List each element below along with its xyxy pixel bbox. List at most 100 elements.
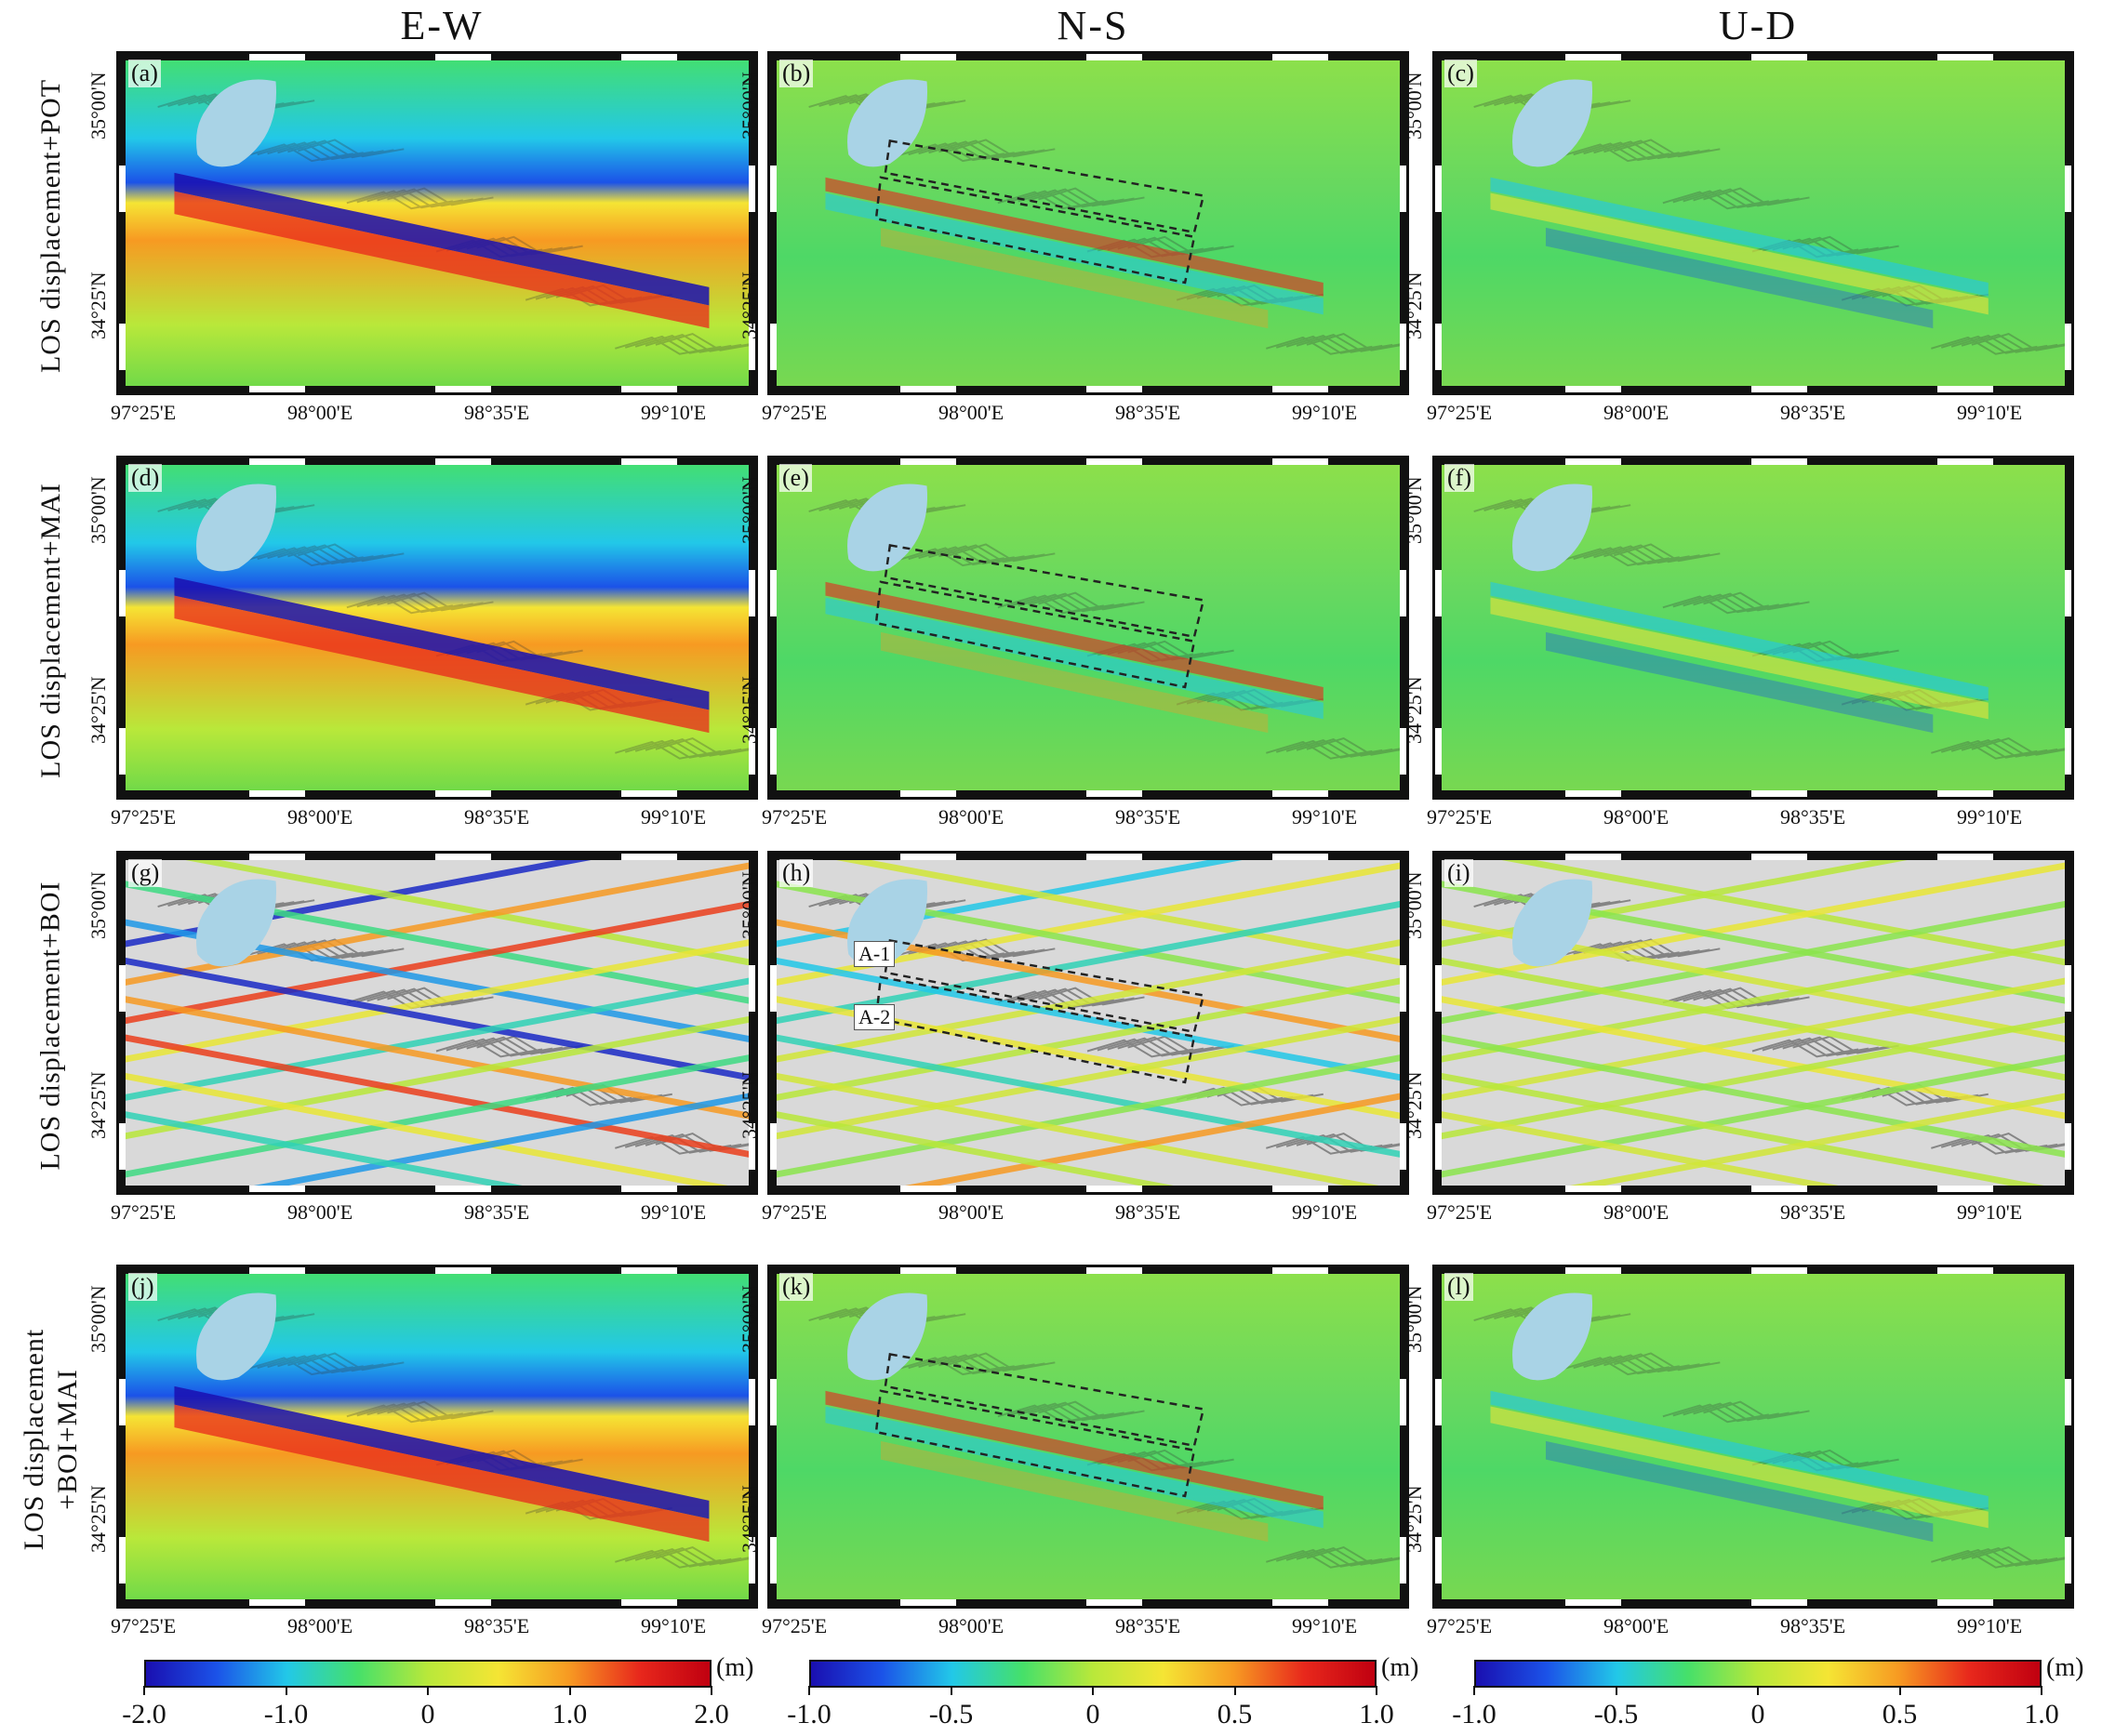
longitude-label: 97°25'E: [111, 401, 177, 424]
longitude-label: 97°25'E: [1427, 1614, 1493, 1637]
map-frame-ticks: [119, 854, 755, 860]
displacement-map: [1435, 54, 2071, 392]
latitude-label: 34°25'N: [1403, 676, 1426, 744]
column-title-ns: N-S: [1057, 3, 1129, 48]
longitude-label: 99°10'E: [1957, 1614, 2023, 1637]
colorbar-tick-label: -2.0: [122, 1699, 166, 1729]
map-panel: (e): [767, 456, 1409, 800]
map-frame-ticks: [119, 458, 755, 465]
longitude-label: 98°35'E: [1780, 1200, 1846, 1224]
longitude-label: 98°35'E: [1115, 805, 1181, 828]
colorbar-unit: (m): [716, 1653, 754, 1682]
map-panel: (c): [1432, 51, 2074, 395]
latitude-label: 35°00'N: [1403, 1285, 1426, 1353]
map-frame-ticks: [770, 1599, 1406, 1606]
colorbar-tick-label: 0: [420, 1699, 435, 1729]
latitude-label: 34°25'N: [738, 1071, 761, 1139]
latitude-label: 34°25'N: [738, 1485, 761, 1553]
map-panel: (g): [116, 851, 758, 1195]
map-frame-ticks: [770, 386, 1406, 392]
latitude-label: 34°25'N: [738, 676, 761, 744]
longitude-label: 97°25'E: [762, 401, 828, 424]
map-frame-ticks: [119, 54, 126, 392]
latitude-label: 35°00'N: [86, 72, 110, 139]
latitude-label: 35°00'N: [738, 871, 761, 939]
map-frame-ticks: [749, 458, 755, 797]
map-frame-ticks: [119, 1267, 755, 1274]
longitude-label: 98°00'E: [938, 1200, 1004, 1224]
longitude-label: 98°35'E: [464, 1614, 530, 1637]
map-frame-ticks: [1435, 458, 1442, 797]
longitude-label: 98°00'E: [287, 1614, 353, 1637]
callout-a1: A-1: [854, 941, 896, 967]
longitude-label: 98°35'E: [1115, 401, 1181, 424]
displacement-map: [770, 54, 1406, 392]
latitude-label: 34°25'N: [1403, 1485, 1426, 1553]
map-panel: (b): [767, 51, 1409, 395]
latitude-label: 35°00'N: [738, 476, 761, 544]
colorbar-tick-label: -1.0: [787, 1699, 831, 1729]
panel-label: (j): [128, 1273, 157, 1301]
colorbar-tick-label: -1.0: [263, 1699, 309, 1729]
map-frame-ticks: [1435, 854, 1442, 1192]
panel-label: (i): [1444, 859, 1473, 887]
colorbar-tick: [427, 1686, 429, 1695]
map-frame-ticks: [2065, 854, 2071, 1192]
map-frame-ticks: [2065, 1267, 2071, 1606]
longitude-label: 99°10'E: [1292, 1200, 1358, 1224]
column-title-ud: U-D: [1718, 3, 1798, 48]
longitude-label: 98°35'E: [464, 401, 530, 424]
latitude-label: 34°25'N: [86, 1485, 110, 1553]
map-frame-ticks: [119, 854, 126, 1192]
colorbar-tick: [1473, 1686, 1475, 1695]
panel-label: (h): [779, 859, 814, 887]
colorbar-tick-label: 1.0: [552, 1699, 588, 1729]
map-frame-ticks: [749, 1267, 755, 1606]
longitude-label: 97°25'E: [1427, 1200, 1493, 1224]
displacement-map: [770, 1267, 1406, 1606]
longitude-label: 99°10'E: [1957, 805, 2023, 828]
latitude-label: 34°25'N: [1403, 1071, 1426, 1139]
colorbar-tick: [808, 1686, 810, 1695]
map-frame-ticks: [1435, 1267, 1442, 1606]
map-panel: (j): [116, 1265, 758, 1609]
map-frame-ticks: [119, 1186, 755, 1192]
colorbar-tick: [285, 1686, 287, 1695]
longitude-label: 99°10'E: [1292, 1614, 1358, 1637]
latitude-label: 35°00'N: [738, 1285, 761, 1353]
displacement-map: [1435, 458, 2071, 797]
longitude-label: 97°25'E: [762, 1200, 828, 1224]
map-frame-ticks: [770, 458, 1406, 465]
latitude-label: 34°25'N: [86, 272, 110, 339]
map-frame-ticks: [749, 854, 755, 1192]
colorbar-tick: [2041, 1686, 2042, 1695]
column-title-ew: E-W: [400, 3, 484, 48]
panel-label: (a): [128, 60, 161, 87]
colorbar-tick-label: 1.0: [2024, 1699, 2059, 1729]
colorbar-tick-label: 1.0: [1359, 1699, 1394, 1729]
latitude-label: 35°00'N: [86, 1285, 110, 1353]
panel-label: (e): [779, 464, 812, 492]
colorbar-tick-label: -0.5: [1593, 1699, 1639, 1729]
map-frame-ticks: [119, 386, 755, 392]
longitude-label: 98°35'E: [1115, 1200, 1181, 1224]
colorbar-tick: [711, 1686, 712, 1695]
displacement-map: [770, 458, 1406, 797]
map-frame-ticks: [1435, 854, 2071, 860]
map-frame-ticks: [1400, 854, 1406, 1192]
map-frame-ticks: [119, 1599, 755, 1606]
map-panel: (d): [116, 456, 758, 800]
colorbar-tick: [950, 1686, 952, 1695]
map-frame-ticks: [770, 458, 777, 797]
map-frame-ticks: [119, 54, 755, 60]
map-frame-ticks: [1400, 458, 1406, 797]
map-frame-ticks: [1435, 458, 2071, 465]
map-frame-ticks: [770, 1186, 1406, 1192]
longitude-label: 99°10'E: [641, 1200, 707, 1224]
map-frame-ticks: [2065, 54, 2071, 392]
longitude-label: 98°00'E: [1603, 1200, 1670, 1224]
longitude-label: 97°25'E: [762, 1614, 828, 1637]
map-frame-ticks: [770, 790, 1406, 797]
map-frame-ticks: [1435, 1599, 2071, 1606]
panel-label: (c): [1444, 60, 1477, 87]
